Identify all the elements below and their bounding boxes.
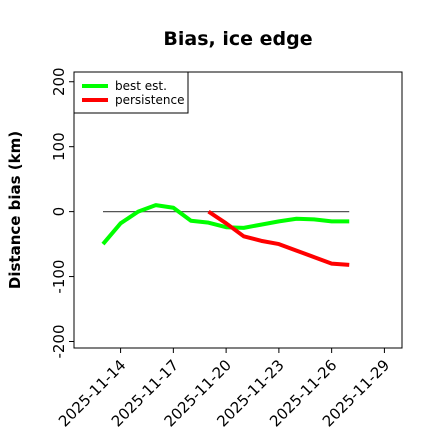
legend: best est.persistence bbox=[73, 71, 189, 114]
plot-frame bbox=[73, 71, 403, 349]
y-tick-label: -100 bbox=[50, 260, 68, 294]
y-tick-label: 200 bbox=[50, 67, 68, 96]
series-line-persistence bbox=[207, 209, 350, 267]
y-axis-label: Distance bias (km) bbox=[6, 131, 24, 289]
legend-label: best est. bbox=[115, 79, 167, 93]
axis-ticks: -200-10001002002025-11-142025-11-172025-… bbox=[50, 67, 393, 430]
legend-label: persistence bbox=[115, 93, 184, 107]
y-tick-label: 100 bbox=[50, 132, 68, 161]
series-line-best-est bbox=[101, 203, 350, 246]
chart-title: Bias, ice edge bbox=[163, 28, 312, 50]
y-tick-label: 0 bbox=[50, 207, 68, 217]
legend-box bbox=[73, 71, 189, 114]
y-tick-label: -200 bbox=[50, 324, 68, 358]
series-layer bbox=[101, 203, 350, 267]
